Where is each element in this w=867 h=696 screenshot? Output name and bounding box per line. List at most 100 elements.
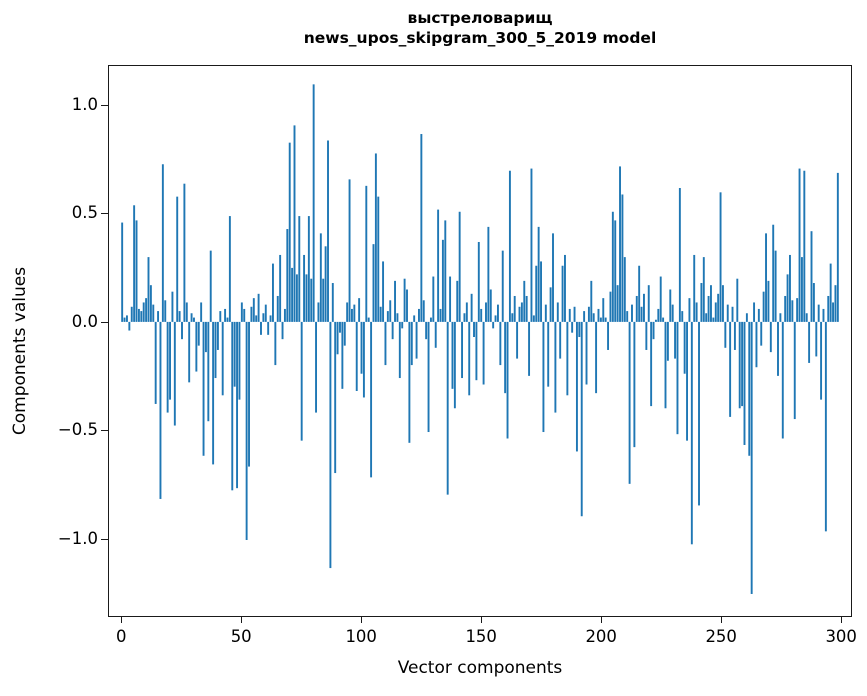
bar	[468, 321, 471, 396]
x-axis-tick-label: 250	[705, 627, 737, 646]
bar	[729, 321, 732, 417]
bar	[516, 321, 519, 359]
y-axis-tick-label: 1.0	[71, 95, 98, 115]
bar	[645, 321, 648, 350]
bar	[772, 224, 775, 322]
bar	[228, 216, 231, 322]
bar	[633, 321, 636, 448]
bar	[681, 311, 684, 322]
bar	[267, 321, 270, 335]
bar	[602, 298, 605, 322]
y-axis-label: Components values	[10, 266, 30, 436]
bar	[652, 321, 655, 340]
bar	[710, 285, 712, 322]
bar	[245, 321, 248, 540]
bar	[793, 321, 796, 420]
bar	[465, 302, 468, 322]
bar	[693, 254, 696, 322]
bar	[358, 298, 361, 322]
bar	[315, 321, 317, 413]
bar	[365, 185, 368, 322]
bar	[461, 321, 464, 379]
bar	[216, 321, 219, 350]
bar	[377, 196, 380, 322]
bar	[214, 321, 217, 379]
bar	[166, 321, 169, 413]
bar	[566, 321, 569, 396]
bar	[518, 306, 521, 322]
bar	[437, 209, 440, 322]
bar-series	[121, 84, 839, 594]
bar	[451, 321, 454, 389]
bar	[561, 265, 564, 322]
bar	[638, 265, 641, 322]
bar	[511, 313, 514, 322]
bar	[822, 308, 825, 322]
bar	[676, 321, 679, 435]
bar	[441, 239, 444, 322]
y-axis-tick-labels: 1.0 0.5 0.0 −0.5 −1.0	[30, 0, 98, 696]
bar	[767, 280, 770, 322]
bar	[784, 295, 787, 322]
bar	[360, 321, 363, 374]
bar	[669, 289, 672, 322]
bar	[803, 170, 806, 322]
bar	[587, 306, 590, 322]
bar	[827, 295, 830, 322]
bar	[353, 304, 356, 322]
bar	[789, 254, 791, 322]
bar	[370, 321, 373, 478]
bar	[470, 293, 473, 322]
bar	[757, 308, 760, 322]
y-axis-tick-mark	[101, 430, 108, 432]
bar	[791, 300, 794, 322]
bar	[403, 278, 406, 322]
bar	[149, 285, 152, 322]
bar	[389, 300, 392, 322]
bar	[815, 321, 818, 357]
bar	[458, 211, 461, 322]
bar	[350, 308, 353, 322]
bar	[477, 241, 480, 322]
bar	[607, 321, 610, 350]
y-axis-tick-mark	[101, 538, 108, 540]
bar	[717, 293, 720, 322]
bar	[530, 168, 533, 322]
bar	[456, 280, 459, 322]
bar	[173, 321, 176, 426]
bar	[300, 321, 303, 441]
bar	[700, 283, 703, 322]
bar	[731, 306, 734, 322]
bar	[499, 321, 502, 366]
bar	[319, 233, 322, 322]
x-axis-tick-mark	[241, 616, 243, 623]
bar	[733, 321, 736, 350]
bar	[181, 321, 183, 340]
bar	[506, 321, 509, 439]
bar	[207, 321, 210, 422]
bar	[616, 285, 619, 322]
bar	[324, 246, 327, 322]
bar	[604, 317, 607, 322]
bar	[133, 205, 136, 322]
bar	[535, 265, 538, 322]
bar	[260, 321, 262, 335]
bar	[130, 306, 133, 322]
bar	[322, 278, 325, 322]
bar	[774, 250, 777, 322]
bar	[489, 289, 492, 322]
bar	[544, 304, 547, 322]
bar	[820, 321, 823, 400]
bar	[611, 211, 614, 322]
bar	[654, 319, 657, 322]
bar	[422, 300, 425, 322]
bar	[250, 306, 253, 322]
bar	[748, 321, 751, 456]
bar	[334, 321, 337, 474]
bar	[406, 289, 408, 322]
y-axis-tick-mark	[101, 105, 108, 107]
bar	[413, 315, 416, 322]
bar	[252, 298, 255, 322]
x-axis-tick-mark	[841, 616, 843, 623]
bar	[647, 285, 650, 322]
